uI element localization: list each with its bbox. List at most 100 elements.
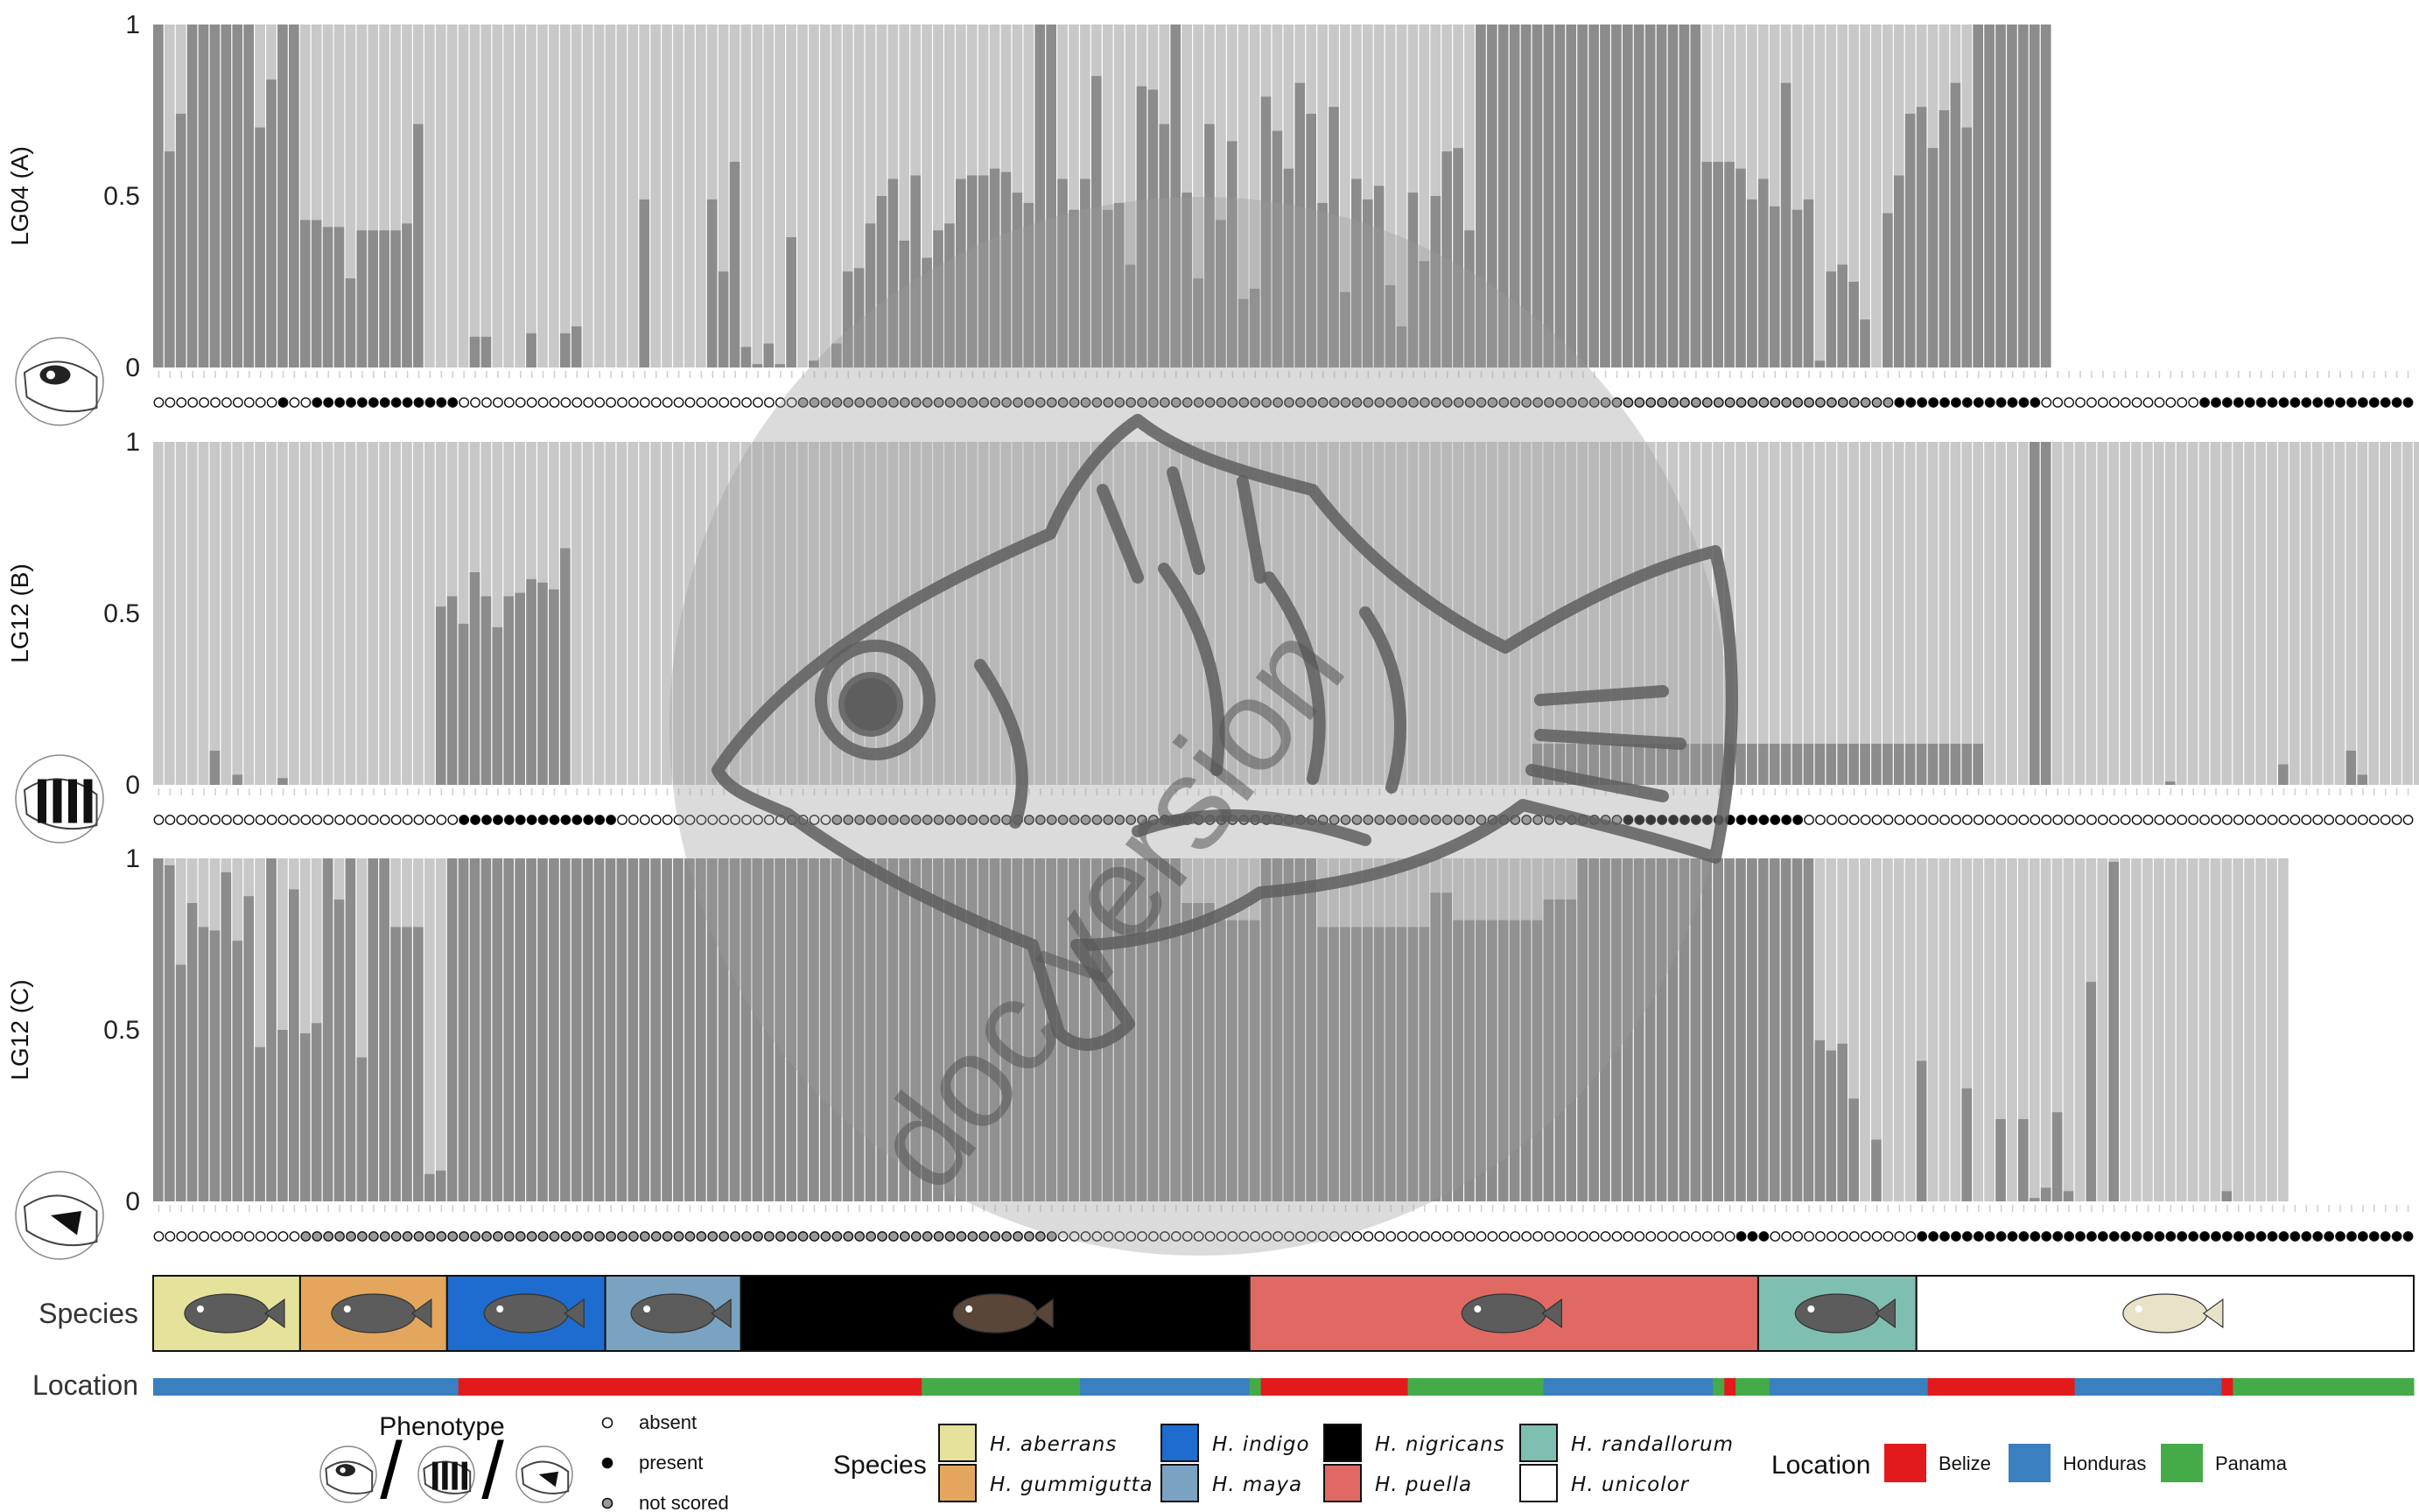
bar-dark xyxy=(299,1032,311,1201)
phenotype-dot xyxy=(594,815,606,825)
bar-light xyxy=(1419,24,1430,262)
phenotype-dot xyxy=(346,815,356,825)
bar-dark xyxy=(1012,192,1023,368)
bar-dark xyxy=(718,858,729,1201)
bar-light xyxy=(232,442,243,775)
bar-light xyxy=(1532,858,1543,920)
bar-light xyxy=(1294,24,1306,83)
phenotype-dot xyxy=(1091,397,1103,408)
bar-dark xyxy=(1204,123,1215,368)
phenotype-dot xyxy=(1995,1231,2007,1242)
bar-dark xyxy=(1069,209,1079,368)
bar-light xyxy=(2017,858,2029,1119)
bar-dark xyxy=(1340,927,1350,1201)
bar-light xyxy=(582,24,593,368)
phenotype-dot xyxy=(1024,815,1034,825)
phenotype-dot xyxy=(1351,397,1363,408)
phenotype-dot xyxy=(1294,1231,1306,1242)
bar-light xyxy=(729,442,740,785)
bar-light xyxy=(887,24,899,179)
species-legend-title: Species xyxy=(833,1451,927,1480)
bar-dark xyxy=(1973,24,1984,368)
bar-light xyxy=(266,24,277,80)
phenotype-dot xyxy=(277,815,289,825)
bar-light xyxy=(480,442,492,597)
phenotype-dot xyxy=(1080,815,1091,825)
phenotype-dot xyxy=(2075,397,2086,408)
bar-dark xyxy=(1419,927,1430,1201)
bar-dark xyxy=(1622,858,1633,1201)
bar-light xyxy=(1464,24,1475,231)
bar-light xyxy=(469,442,480,572)
phenotype-dot xyxy=(1917,1231,1928,1242)
bar-dark xyxy=(1069,858,1079,1201)
phenotype-dot xyxy=(1114,815,1125,825)
phenotype-dot xyxy=(1374,1231,1385,1242)
phenotype-slash: / xyxy=(380,1426,403,1512)
bar-dark xyxy=(526,578,536,785)
bar-dark xyxy=(1476,920,1486,1201)
bar-light xyxy=(2267,858,2277,1201)
bar-dark xyxy=(876,196,887,368)
bar-light xyxy=(1679,442,1690,744)
phenotype-dot xyxy=(210,815,221,825)
bar-dark xyxy=(1950,82,1961,368)
phenotype-dot xyxy=(1871,1231,1883,1242)
phenotype-dot xyxy=(831,397,843,408)
phenotype-dot xyxy=(809,397,820,408)
phenotype-dot xyxy=(503,397,515,408)
phenotype-legend-icons xyxy=(319,1446,573,1503)
bar-dark xyxy=(1554,743,1566,785)
bar-light xyxy=(1735,442,1746,744)
phenotype-dot xyxy=(1114,1231,1125,1242)
phenotype-dot xyxy=(221,815,232,825)
bar-dark xyxy=(1644,743,1656,785)
bar-light xyxy=(1441,24,1453,152)
phenotype-dot xyxy=(2391,397,2402,408)
bar-light xyxy=(2255,442,2266,785)
bar-light xyxy=(526,442,536,579)
phenotype-dot xyxy=(719,397,730,408)
phenotype-dot xyxy=(165,815,176,825)
bar-dark xyxy=(989,168,1000,368)
phenotype-dot xyxy=(2267,815,2278,825)
bar-dark xyxy=(1147,858,1159,1201)
tick-label: 1 xyxy=(125,428,140,457)
bar-dark xyxy=(1272,130,1283,368)
bar-dark xyxy=(1486,920,1497,1201)
bar-light xyxy=(955,24,966,179)
phenotype-dot xyxy=(1905,1231,1917,1242)
location-swatch xyxy=(1884,1444,1926,1482)
phenotype-dot xyxy=(1770,1231,1781,1242)
bar-dark xyxy=(978,858,989,1201)
phenotype-dot xyxy=(1973,815,1984,825)
phenotype-dot xyxy=(424,397,436,408)
phenotype-dot xyxy=(2007,815,2018,825)
location-segment xyxy=(922,1378,1081,1396)
phenotype-dot xyxy=(877,815,887,825)
bar-dark xyxy=(684,858,695,1201)
bar-light xyxy=(458,24,469,368)
phenotype-dot xyxy=(606,397,616,408)
fish-mouth-icon xyxy=(15,1171,104,1260)
phenotype-dot xyxy=(2052,397,2064,408)
bar-light xyxy=(1656,442,1667,744)
bar-dark xyxy=(2108,861,2120,1201)
bar-light xyxy=(1373,858,1385,928)
absent-label: absent xyxy=(639,1411,697,1433)
phenotype-dot xyxy=(2402,397,2414,408)
phenotype-dot xyxy=(2131,1231,2142,1242)
phenotype-dot xyxy=(1645,815,1657,825)
bar-dark xyxy=(322,227,333,368)
bar-light xyxy=(322,24,333,228)
phenotype-dot xyxy=(537,1231,549,1242)
bar-light xyxy=(1939,24,1950,110)
phenotype-dot xyxy=(753,1231,763,1242)
phenotype-dot xyxy=(1317,1231,1329,1242)
bar-dark xyxy=(1159,858,1170,1201)
phenotype-dot xyxy=(1441,1231,1453,1242)
bar-dark xyxy=(458,623,469,785)
bar-light xyxy=(2357,442,2368,775)
phenotype-dot xyxy=(1837,397,1848,408)
phenotype-dot xyxy=(1611,1231,1623,1242)
